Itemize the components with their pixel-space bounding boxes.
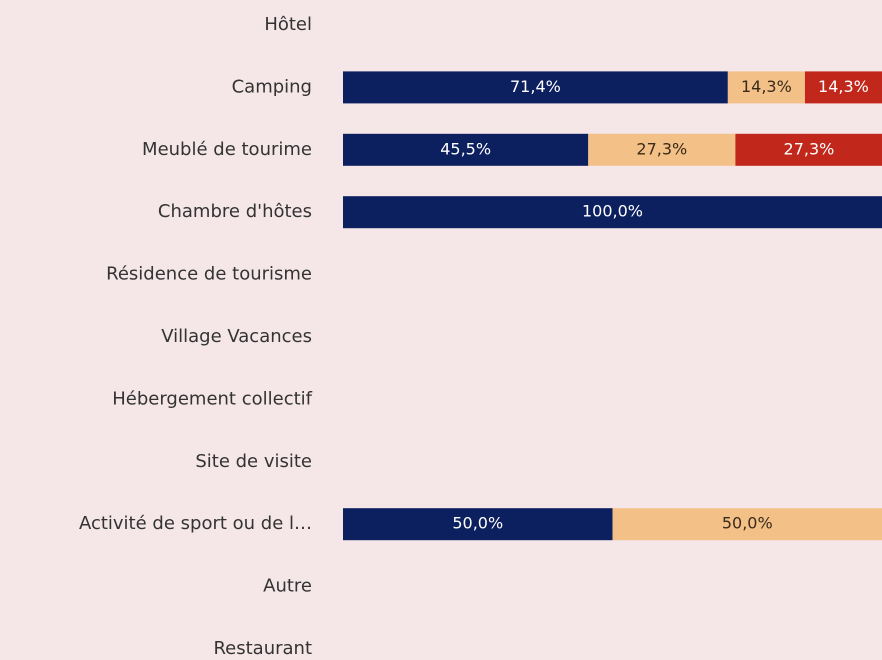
value-label: 27,3% (784, 139, 835, 158)
value-label: 50,0% (452, 514, 503, 533)
category-label: Village Vacances (161, 326, 312, 347)
bar-segment (735, 133, 882, 166)
category-label: Activité de sport ou de l… (79, 513, 312, 534)
value-label: 100,0% (582, 202, 643, 221)
value-label: 14,3% (818, 77, 869, 96)
category-label: Restaurant (213, 638, 312, 659)
category-label: Hôtel (264, 14, 312, 35)
category-label: Meublé de tourime (142, 139, 312, 160)
category-label: Site de visite (195, 451, 312, 472)
bar-segment (343, 508, 613, 541)
category-label: Chambre d'hôtes (158, 201, 312, 222)
bar-segment (343, 196, 882, 229)
value-label: 45,5% (440, 139, 491, 158)
bar-segment (588, 133, 736, 166)
bar-segment (343, 133, 589, 166)
bar-segment (804, 71, 882, 104)
value-label: 50,0% (722, 514, 773, 533)
bar-segment (343, 71, 728, 104)
category-label: Camping (232, 76, 312, 97)
bar-segment (612, 508, 882, 541)
bar-segment (727, 71, 805, 104)
value-label: 71,4% (510, 77, 561, 96)
value-label: 14,3% (741, 77, 792, 96)
value-label: 27,3% (636, 139, 687, 158)
category-label: Autre (263, 576, 312, 597)
category-label: Résidence de tourisme (106, 264, 312, 285)
category-label: Hébergement collectif (112, 388, 312, 409)
